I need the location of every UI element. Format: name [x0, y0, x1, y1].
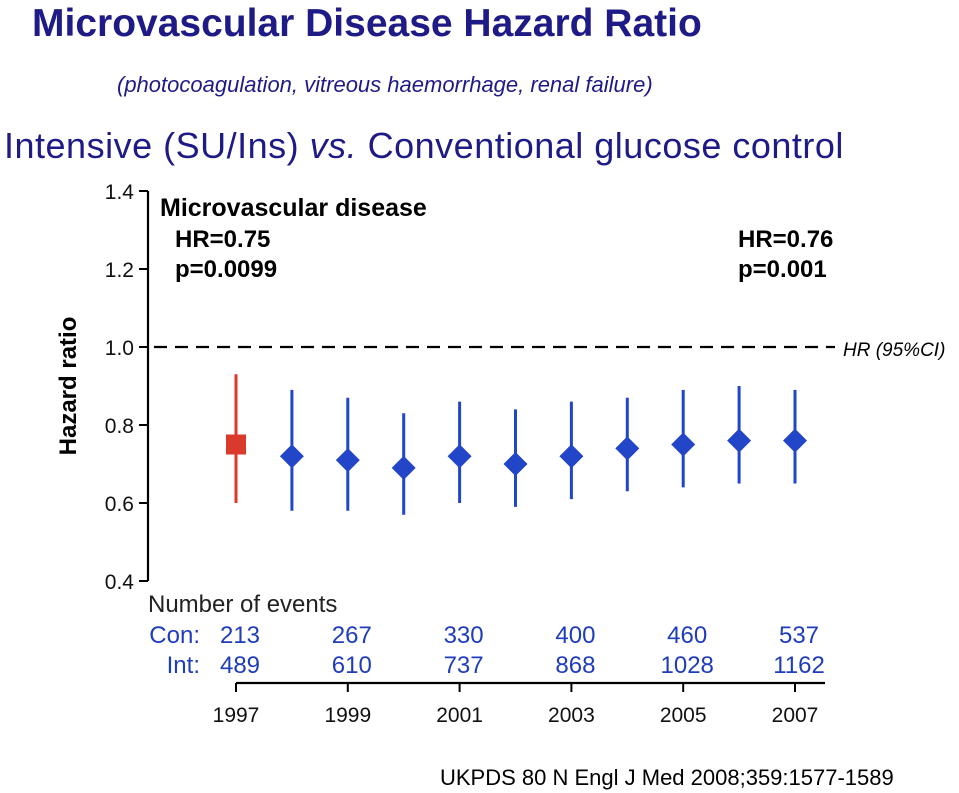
- start-hr-annotation: HR=0.75: [175, 226, 270, 253]
- data-point-diamond: [615, 436, 640, 461]
- data-point-diamond: [503, 452, 528, 476]
- comparison-suffix: Conventional glucose control: [357, 125, 844, 166]
- events-value: 1028: [661, 652, 714, 679]
- end-hr-annotation: HR=0.76: [738, 226, 833, 253]
- events-table: Number of events Con: 213 267 330 400 460 537 In…: [148, 591, 825, 679]
- x-tick-label: 2003: [548, 704, 595, 727]
- data-point-diamond: [447, 444, 472, 469]
- data-point-diamond: [335, 448, 360, 473]
- page-title: Microvascular Disease Hazard Ratio: [32, 2, 702, 45]
- comparison-prefix: Intensive (SU/Ins): [4, 125, 310, 166]
- data-point-square: [226, 434, 246, 455]
- events-value: 737: [444, 652, 484, 679]
- y-tick-label: 0.8: [105, 415, 134, 438]
- y-tick-label: 1.4: [105, 181, 135, 204]
- x-tick-label: 2007: [772, 704, 819, 727]
- end-p-annotation: p=0.001: [738, 256, 827, 283]
- events-value: 537: [779, 622, 819, 649]
- data-point-diamond: [727, 428, 752, 453]
- y-axis-title: Hazard ratio: [55, 317, 82, 456]
- events-row-label: Int:: [167, 652, 200, 679]
- events-heading: Number of events: [148, 591, 337, 618]
- comparison-heading: Intensive (SU/Ins) vs. Conventional gluc…: [4, 125, 844, 167]
- data-marks: [226, 374, 807, 515]
- y-tick-label: 1.2: [105, 259, 134, 282]
- events-value: 868: [555, 652, 595, 679]
- events-value: 489: [220, 652, 260, 679]
- events-value: 1162: [773, 652, 825, 679]
- annotation-group: Microvascular disease HR=0.75 p=0.0099 HR=0…: [160, 194, 833, 283]
- events-value: 267: [332, 622, 372, 649]
- events-value: 400: [555, 622, 595, 649]
- reference-line-label: HR (95%CI): [843, 340, 945, 361]
- comparison-vs: vs.: [309, 125, 358, 166]
- x-tick-label: 2005: [660, 704, 707, 727]
- data-point-diamond: [559, 444, 584, 469]
- x-tick-label: 1999: [324, 704, 371, 727]
- x-tick-label: 1997: [213, 704, 260, 727]
- x-axis: 1997 1999 2001 2003 2005 2007: [213, 681, 825, 727]
- data-point-diamond: [783, 428, 807, 453]
- reference-line-group: HR (95%CI): [154, 340, 945, 361]
- page-subtitle: (photocoagulation, vitreous haemorrhage,…: [117, 72, 653, 97]
- y-axis: 0.4 0.6 0.8 1.0 1.2 1.4 Hazard ratio: [55, 181, 150, 594]
- x-tick-label: 2001: [436, 704, 483, 727]
- chart-title: Microvascular disease: [160, 194, 427, 222]
- y-tick-label: 0.6: [105, 493, 134, 516]
- events-value: 213: [220, 622, 260, 649]
- events-value: 460: [667, 622, 707, 649]
- y-tick-label: 1.0: [105, 337, 134, 360]
- events-row-label: Con:: [149, 622, 200, 649]
- y-tick-label: 0.4: [105, 571, 135, 594]
- citation: UKPDS 80 N Engl J Med 2008;359:1577-1589: [440, 765, 894, 790]
- data-point-diamond: [279, 444, 304, 469]
- events-value: 610: [332, 652, 372, 679]
- data-point-diamond: [671, 432, 696, 457]
- start-p-annotation: p=0.0099: [175, 256, 277, 283]
- data-point-diamond: [391, 455, 416, 480]
- events-value: 330: [444, 622, 484, 649]
